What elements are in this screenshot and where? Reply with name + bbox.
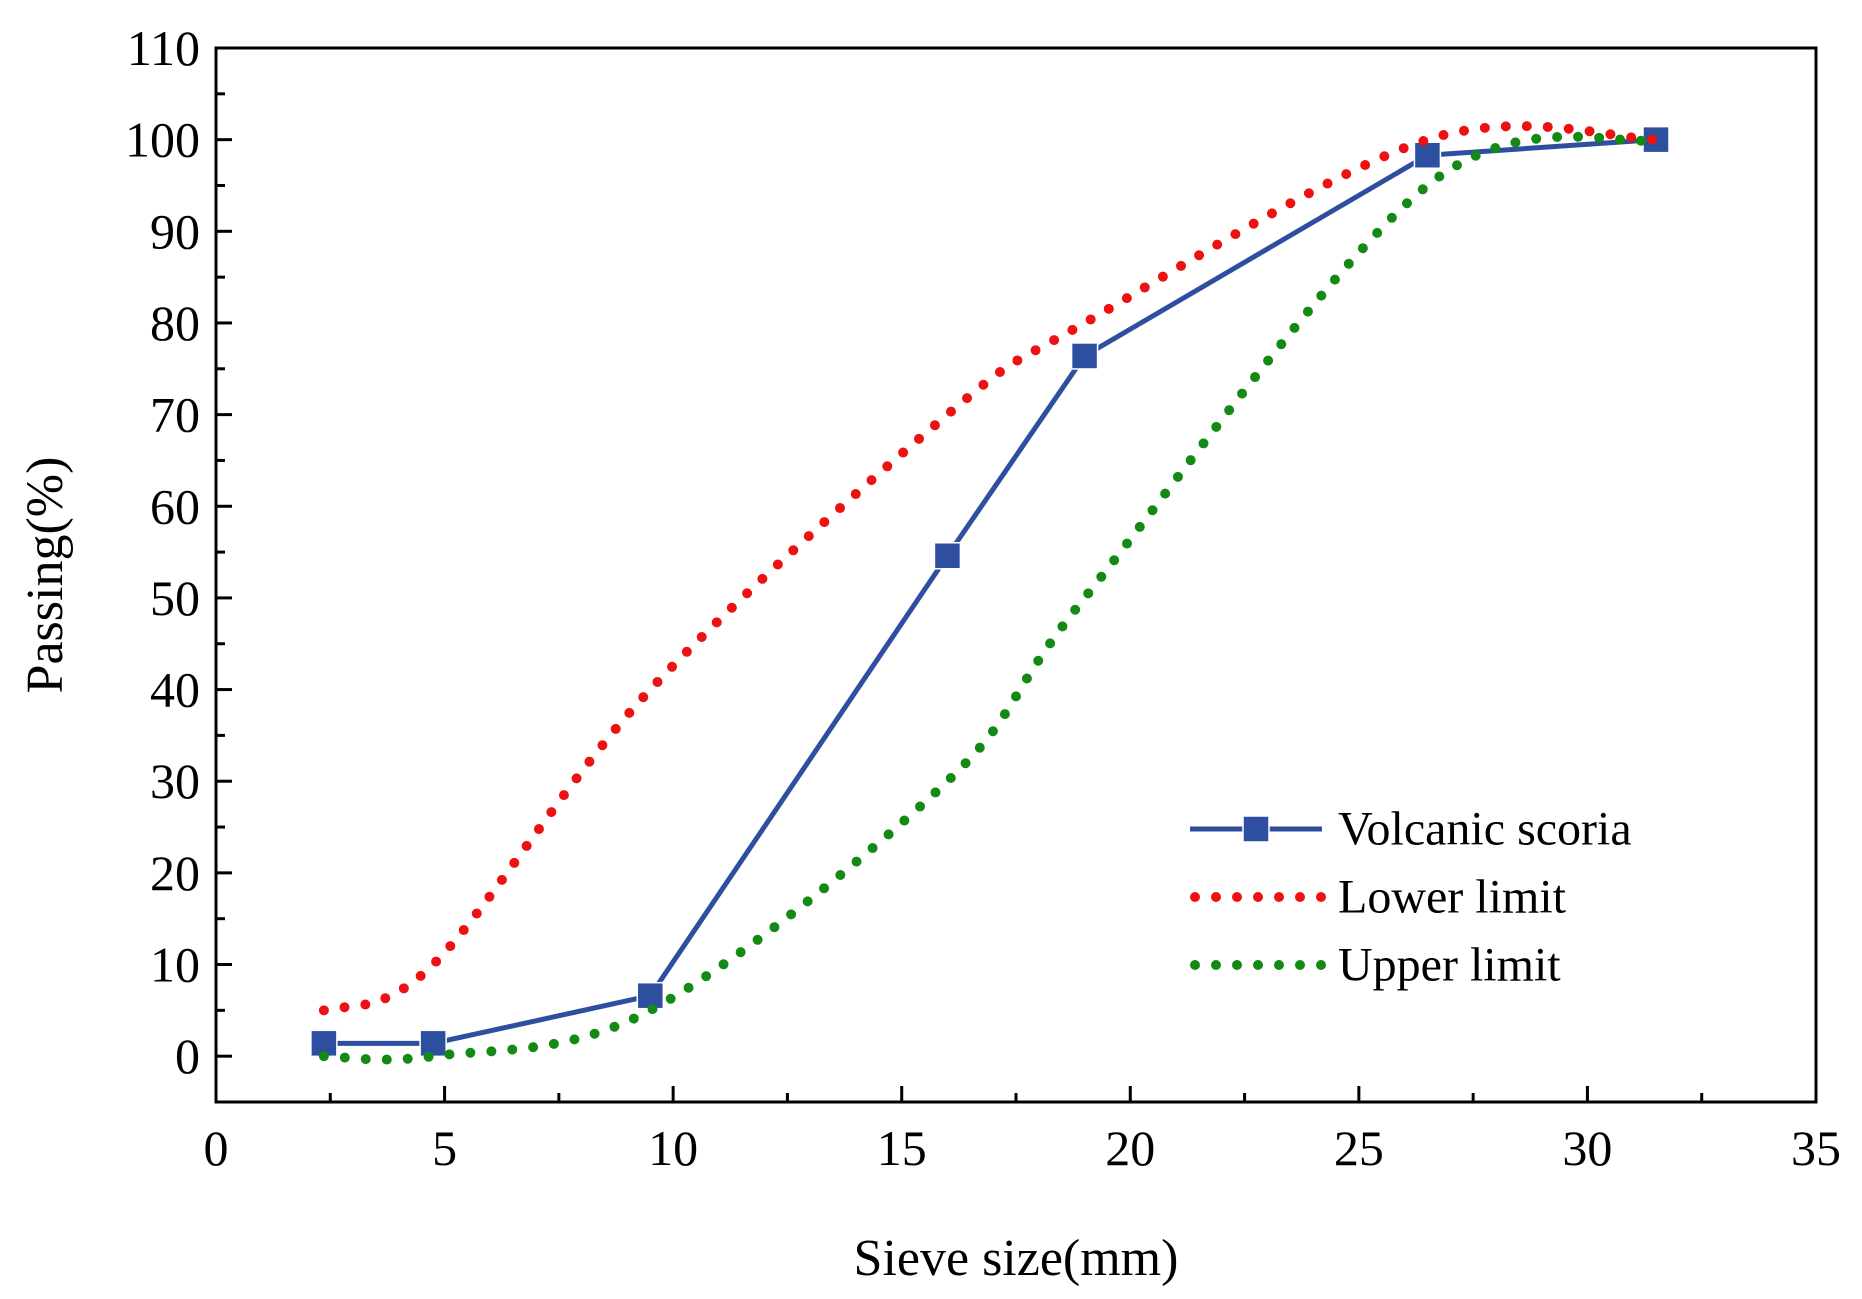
series-lower-limit <box>318 121 1661 1016</box>
y-tick-label: 40 <box>150 662 200 718</box>
data-point <box>419 1029 447 1058</box>
x-tick-label: 10 <box>648 1120 698 1176</box>
y-tick-label: 10 <box>150 937 200 993</box>
y-tick-label: 50 <box>150 570 200 626</box>
y-tick-label: 90 <box>150 203 200 259</box>
y-tick-label: 60 <box>150 478 200 534</box>
x-tick-label: 15 <box>877 1120 927 1176</box>
y-tick-label: 70 <box>150 387 200 443</box>
series-volcanic-scoria <box>310 125 1670 1058</box>
y-tick-label: 20 <box>150 845 200 901</box>
y-tick-label: 110 <box>127 20 200 76</box>
legend-marker <box>1242 815 1270 843</box>
data-point <box>1070 342 1099 370</box>
legend-item: Upper limit <box>1190 939 1561 992</box>
legend: Volcanic scoria Lower limit Upper limit <box>1190 803 1632 992</box>
y-axis: 0 10 20 30 40 50 60 70 80 90 100 110 <box>125 20 232 1104</box>
legend-label: Upper limit <box>1338 939 1561 992</box>
plot-frame <box>214 46 1818 1104</box>
x-tick-label: 30 <box>1562 1120 1612 1176</box>
x-tick-label: 20 <box>1105 1120 1155 1176</box>
legend-label: Volcanic scoria <box>1338 803 1632 856</box>
series-layer <box>310 121 1670 1065</box>
series-line <box>318 121 1661 1016</box>
x-tick-label: 5 <box>432 1120 457 1176</box>
series-line <box>318 131 1661 1065</box>
y-tick-label: 0 <box>175 1028 200 1084</box>
y-tick-label: 80 <box>150 295 200 351</box>
data-point <box>1413 141 1442 169</box>
legend-label: Lower limit <box>1338 871 1567 924</box>
y-axis-title: Passing(%) <box>17 457 74 694</box>
y-tick-label: 100 <box>125 112 200 168</box>
legend-item: Lower limit <box>1190 871 1567 924</box>
x-axis-title: Sieve size(mm) <box>854 1230 1179 1287</box>
series-upper-limit <box>318 131 1661 1065</box>
legend-item: Volcanic scoria <box>1190 803 1632 856</box>
x-axis: 0 5 10 15 20 25 30 35 <box>204 1086 1841 1176</box>
x-tick-label: 0 <box>204 1120 229 1176</box>
x-tick-label: 35 <box>1791 1120 1841 1176</box>
y-tick-label: 30 <box>150 753 200 809</box>
data-point <box>933 542 962 570</box>
x-tick-label: 25 <box>1334 1120 1384 1176</box>
